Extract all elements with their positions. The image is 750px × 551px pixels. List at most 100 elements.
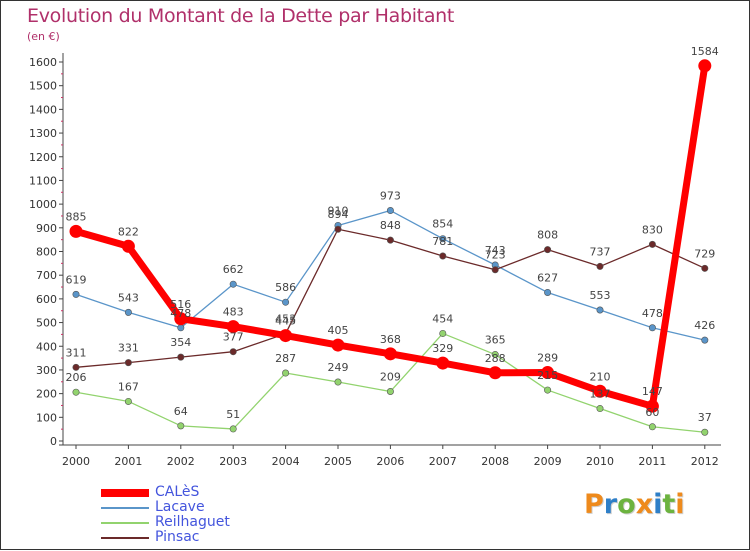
legend-item: CALèS: [101, 485, 230, 500]
y-tick-label: 1500: [29, 80, 57, 93]
logo-letter: P: [584, 489, 604, 520]
y-tick-label: 1300: [29, 127, 57, 140]
data-point: [124, 397, 132, 405]
data-label: 627: [537, 271, 558, 284]
data-label: 426: [694, 319, 715, 332]
data-label: 454: [432, 312, 453, 325]
x-tick-label: 2012: [691, 455, 719, 468]
data-point: [596, 262, 604, 270]
data-label: 478: [642, 307, 663, 320]
legend-item: Lacave: [101, 500, 230, 515]
data-point: [648, 423, 656, 431]
data-point: [436, 356, 450, 370]
data-label: 894: [328, 208, 349, 221]
data-label: 210: [590, 370, 611, 383]
data-point: [701, 264, 709, 272]
data-point: [701, 336, 709, 344]
data-label: 453: [275, 313, 296, 326]
data-label: 311: [66, 346, 87, 359]
data-label: 553: [590, 289, 611, 302]
x-tick-label: 2008: [481, 455, 509, 468]
data-label: 37: [698, 411, 712, 424]
legend-swatch: [101, 521, 149, 524]
data-label: 405: [328, 324, 349, 337]
y-tick-label: 600: [36, 293, 57, 306]
legend-label: Pinsac: [155, 529, 200, 545]
data-label: 206: [66, 371, 87, 384]
data-label: 377: [223, 331, 244, 344]
data-point: [279, 329, 293, 343]
data-point: [386, 387, 394, 395]
data-point: [544, 288, 552, 296]
data-point: [544, 386, 552, 394]
data-point: [69, 224, 83, 238]
data-label: 147: [642, 385, 663, 398]
y-tick-label: 500: [36, 317, 57, 330]
data-point: [386, 236, 394, 244]
data-label: 808: [537, 229, 558, 242]
data-label: 445: [275, 315, 296, 328]
data-label: 60: [645, 406, 659, 419]
data-label: 737: [590, 245, 611, 258]
data-point: [174, 312, 188, 326]
data-label: 288: [485, 352, 506, 365]
data-point: [72, 363, 80, 371]
data-point: [226, 320, 240, 334]
data-label: 830: [642, 223, 663, 236]
data-point: [177, 422, 185, 430]
data-label: 723: [485, 249, 506, 262]
data-label: 910: [328, 204, 349, 217]
proxiti-logo: Proxiti: [584, 489, 685, 520]
chart-title: Evolution du Montant de la Dette par Hab…: [27, 5, 455, 27]
logo-letter: r: [603, 489, 618, 520]
data-label: 137: [590, 388, 611, 401]
logo-letter: x: [635, 489, 654, 520]
data-point: [648, 240, 656, 248]
y-tick-label: 1000: [29, 198, 57, 211]
logo-letter: t: [662, 489, 676, 520]
data-point: [72, 388, 80, 396]
data-label: 51: [226, 408, 240, 421]
data-point: [541, 366, 555, 380]
legend-label: CALèS: [155, 484, 200, 500]
logo-letter: i: [675, 489, 685, 520]
data-label: 516: [170, 298, 191, 311]
y-tick-label: 800: [36, 246, 57, 259]
data-point: [334, 225, 342, 233]
data-label: 848: [380, 219, 401, 232]
y-tick-label: 0: [50, 435, 57, 448]
data-point: [282, 298, 290, 306]
x-tick-label: 2002: [167, 455, 195, 468]
legend-item: Pinsac: [101, 530, 230, 545]
data-label: 209: [380, 370, 401, 383]
data-point: [229, 280, 237, 288]
y-tick-label: 1600: [29, 56, 57, 69]
x-tick-label: 2005: [324, 455, 352, 468]
legend-label: Lacave: [155, 499, 205, 515]
y-tick-label: 1100: [29, 174, 57, 187]
data-label: 354: [170, 336, 191, 349]
data-point: [439, 252, 447, 260]
data-label: 368: [380, 333, 401, 346]
data-point: [698, 59, 712, 73]
data-label: 854: [432, 218, 453, 231]
data-label: 478: [170, 307, 191, 320]
data-label: 365: [485, 334, 506, 347]
data-label: 167: [118, 380, 139, 393]
data-point: [439, 235, 447, 243]
data-point: [648, 324, 656, 332]
y-tick-label: 1200: [29, 151, 57, 164]
data-label: 64: [174, 405, 188, 418]
data-point: [124, 308, 132, 316]
data-point: [645, 399, 659, 413]
data-point: [439, 329, 447, 337]
data-point: [177, 353, 185, 361]
data-point: [282, 369, 290, 377]
y-tick-label: 100: [36, 411, 57, 424]
x-tick-label: 2003: [219, 455, 247, 468]
data-label: 331: [118, 342, 139, 355]
data-point: [491, 351, 499, 359]
data-point: [544, 246, 552, 254]
